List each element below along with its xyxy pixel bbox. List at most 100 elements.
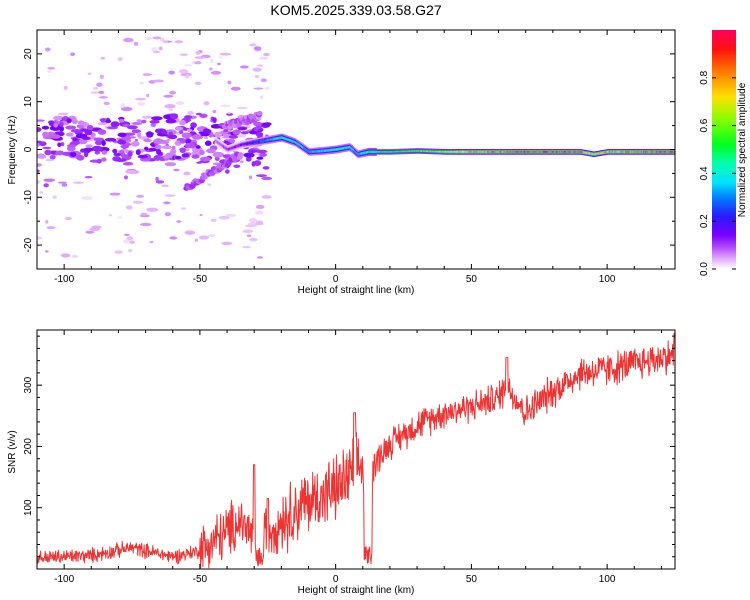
spectrogram-cell [308,150,310,153]
spectrogram-cell [406,150,409,153]
spectrogram-cell [609,150,611,153]
spectrogram-cell [380,150,382,153]
spectrogram-cell [313,150,315,153]
spectrogram-cell [149,119,160,124]
spectrogram-cell [673,150,675,153]
spectrogram-cell [253,160,262,166]
spectrogram-cell [146,132,154,138]
spectrogram-cell [94,150,100,155]
spectrogram-cell [262,139,265,143]
spectrogram-cell [232,129,240,135]
spectrogram-cell [150,122,157,128]
spectrogram-cell [525,150,527,153]
spectrogram-cell [161,130,168,135]
spectrogram-cell [395,150,398,153]
spectrogram-cell [649,150,651,153]
spectrogram-cell [404,150,406,153]
spectrogram-cell [240,20,244,22]
spectrogram-cell [257,256,264,259]
spectrogram-cell [633,150,635,153]
spectrogram-cell [365,151,368,154]
spectrogram-cell [537,150,539,153]
spectrogram-cell [221,144,224,148]
spectrogram-cell [173,168,180,172]
spectrogram-cell [518,150,520,153]
spectrogram-cell [245,142,248,146]
spectrogram-cell [174,155,182,160]
spectrogram-cell [160,37,165,42]
spectrogram-cell [140,119,147,124]
spectrogram-cell [297,142,299,146]
spectrogram-cell [256,140,259,144]
spectrogram-cell [429,150,431,153]
spectrogram-cell [303,147,305,150]
spectrogram-cell [490,150,493,153]
spectrogram-cell [122,161,134,166]
spectrogram-cell [309,150,311,154]
spectrogram-cell [344,146,346,150]
spectrogram-cell [363,151,365,155]
spectrogram-cell [249,43,257,47]
spectrogram-cell [256,156,264,160]
spectrogram-cell [377,150,380,153]
spectrogram-cell [134,138,138,142]
spectrogram-cell [635,150,638,153]
spectrogram-cell [457,150,459,153]
spectrogram-cell [430,150,433,153]
spectrogram-cell [250,141,253,145]
spectrogram-cell [373,150,375,154]
spectrogram-cell [413,150,416,152]
spectrogram-cell [153,154,162,161]
spectrogram-cell [37,119,45,122]
spectrogram-cell [122,123,130,128]
spectrogram-x-tick-label: -50 [193,274,208,285]
spectrogram-cell [487,150,489,153]
spectrogram-cell [520,150,523,153]
spectrogram-cell [116,216,123,219]
spectrogram-cell [72,181,85,184]
spectrogram-cell [665,150,668,153]
spectrogram-cell [301,145,303,148]
spectrogram-cell [333,148,335,152]
spectrogram-cell [253,46,262,51]
spectrogram-cell [223,128,229,133]
spectrogram-cell [473,150,476,153]
spectrogram-cell [663,150,665,153]
spectrogram-cell [579,150,581,153]
spectrogram-cell [355,150,357,154]
spectrogram-cell [409,150,411,153]
spectrogram-cell [341,147,344,150]
spectrogram-cell [362,151,364,155]
spectrogram-cell [559,150,561,153]
spectrogram-cell [445,150,447,153]
spectrogram-cell [327,149,329,152]
spectrogram-cell [257,64,264,67]
spectrogram-cell [84,129,93,136]
spectrogram-cell [314,150,316,153]
spectrogram-cell [203,101,210,106]
spectrogram-cell [263,52,270,57]
spectrogram-x-tick-label: 0 [333,274,339,285]
spectrogram-cell [229,147,231,151]
spectrogram-cell [120,106,133,112]
spectrogram-cell [227,147,230,151]
snr-x-tick-label: 0 [333,574,339,585]
spectrogram-cell [531,150,533,153]
spectrogram-cell [280,136,283,139]
spectrogram-cell [584,151,586,154]
spectrogram-cell [491,150,494,153]
spectrogram-cell [545,150,548,153]
spectrogram-cell [567,150,569,153]
spectrogram-cell [215,140,218,143]
spectrogram-cell [359,152,362,156]
spectrogram-cell [195,145,201,149]
spectrogram-cell [138,136,150,140]
spectrogram-cell [626,150,628,153]
spectrogram-cell [135,149,141,156]
spectrogram-cell [358,152,361,156]
spectrogram-cell [471,150,473,153]
spectrogram-cell [627,150,629,153]
spectrogram-cell [92,87,99,90]
spectrogram-cell [226,147,229,151]
spectrogram-cell [261,195,272,199]
